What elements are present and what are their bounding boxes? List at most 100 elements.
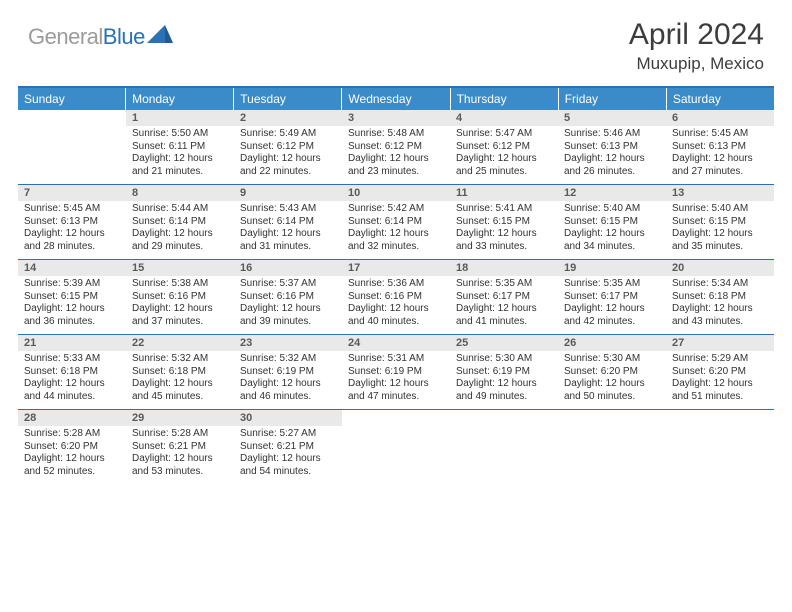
day-info-line: Sunrise: 5:45 AM [672, 128, 768, 141]
day-cell: 16Sunrise: 5:37 AMSunset: 6:16 PMDayligh… [234, 260, 342, 334]
day-info-line: Sunrise: 5:39 AM [24, 278, 120, 291]
day-info: Sunrise: 5:50 AMSunset: 6:11 PMDaylight:… [126, 126, 234, 178]
day-info-line: and 35 minutes. [672, 241, 768, 254]
day-cell: 1Sunrise: 5:50 AMSunset: 6:11 PMDaylight… [126, 110, 234, 184]
day-info-line: Sunrise: 5:33 AM [24, 353, 120, 366]
day-info-line: Daylight: 12 hours [456, 153, 552, 166]
day-info-line: Sunrise: 5:41 AM [456, 203, 552, 216]
day-cell: 29Sunrise: 5:28 AMSunset: 6:21 PMDayligh… [126, 410, 234, 484]
day-info-line: and 40 minutes. [348, 316, 444, 329]
day-number: 20 [666, 260, 774, 276]
day-info-line: and 25 minutes. [456, 166, 552, 179]
day-info-line: Sunrise: 5:50 AM [132, 128, 228, 141]
day-info: Sunrise: 5:49 AMSunset: 6:12 PMDaylight:… [234, 126, 342, 178]
day-number: 16 [234, 260, 342, 276]
day-header: Friday [559, 88, 667, 110]
day-info-line: Sunset: 6:20 PM [564, 366, 660, 379]
day-info-line: Daylight: 12 hours [672, 153, 768, 166]
day-header-row: SundayMondayTuesdayWednesdayThursdayFrid… [18, 88, 774, 110]
day-info-line: Daylight: 12 hours [672, 228, 768, 241]
day-info-line: Sunset: 6:12 PM [456, 141, 552, 154]
day-info-line: Daylight: 12 hours [132, 453, 228, 466]
day-header: Wednesday [342, 88, 450, 110]
day-info-line: Sunset: 6:16 PM [132, 291, 228, 304]
day-info: Sunrise: 5:44 AMSunset: 6:14 PMDaylight:… [126, 201, 234, 253]
day-number: 3 [342, 110, 450, 126]
day-info-line: Sunrise: 5:28 AM [132, 428, 228, 441]
day-header: Monday [126, 88, 234, 110]
day-info: Sunrise: 5:30 AMSunset: 6:20 PMDaylight:… [558, 351, 666, 403]
day-info-line: Daylight: 12 hours [24, 453, 120, 466]
day-cell: 10Sunrise: 5:42 AMSunset: 6:14 PMDayligh… [342, 185, 450, 259]
day-info-line: Sunrise: 5:47 AM [456, 128, 552, 141]
day-info-line: Sunset: 6:15 PM [672, 216, 768, 229]
day-info-line: and 53 minutes. [132, 466, 228, 479]
title-block: April 2024 Muxupip, Mexico [629, 18, 764, 74]
day-info-line: Sunrise: 5:48 AM [348, 128, 444, 141]
day-info: Sunrise: 5:28 AMSunset: 6:20 PMDaylight:… [18, 426, 126, 478]
day-info-line: and 37 minutes. [132, 316, 228, 329]
day-info-line: Sunset: 6:17 PM [456, 291, 552, 304]
day-cell: 18Sunrise: 5:35 AMSunset: 6:17 PMDayligh… [450, 260, 558, 334]
day-info: Sunrise: 5:39 AMSunset: 6:15 PMDaylight:… [18, 276, 126, 328]
day-info-line: Sunset: 6:19 PM [348, 366, 444, 379]
day-number: 12 [558, 185, 666, 201]
day-header: Thursday [451, 88, 559, 110]
day-info-line: and 49 minutes. [456, 391, 552, 404]
day-info-line: and 46 minutes. [240, 391, 336, 404]
day-number: 30 [234, 410, 342, 426]
day-cell: 7Sunrise: 5:45 AMSunset: 6:13 PMDaylight… [18, 185, 126, 259]
day-number: 2 [234, 110, 342, 126]
day-info: Sunrise: 5:45 AMSunset: 6:13 PMDaylight:… [18, 201, 126, 253]
day-info-line: Sunrise: 5:32 AM [132, 353, 228, 366]
day-info: Sunrise: 5:36 AMSunset: 6:16 PMDaylight:… [342, 276, 450, 328]
day-cell: 3Sunrise: 5:48 AMSunset: 6:12 PMDaylight… [342, 110, 450, 184]
day-number: 19 [558, 260, 666, 276]
day-number: 10 [342, 185, 450, 201]
day-info-line: and 22 minutes. [240, 166, 336, 179]
day-info-line: Daylight: 12 hours [24, 228, 120, 241]
day-info-line: Daylight: 12 hours [564, 228, 660, 241]
day-info-line: and 21 minutes. [132, 166, 228, 179]
week-row: 1Sunrise: 5:50 AMSunset: 6:11 PMDaylight… [18, 110, 774, 185]
day-info-line: Sunrise: 5:32 AM [240, 353, 336, 366]
day-number: 5 [558, 110, 666, 126]
day-cell: 22Sunrise: 5:32 AMSunset: 6:18 PMDayligh… [126, 335, 234, 409]
day-info-line: Sunset: 6:20 PM [672, 366, 768, 379]
day-info-line: Sunrise: 5:31 AM [348, 353, 444, 366]
week-row: 21Sunrise: 5:33 AMSunset: 6:18 PMDayligh… [18, 335, 774, 410]
week-row: 14Sunrise: 5:39 AMSunset: 6:15 PMDayligh… [18, 260, 774, 335]
day-cell: 14Sunrise: 5:39 AMSunset: 6:15 PMDayligh… [18, 260, 126, 334]
day-info-line: Daylight: 12 hours [24, 303, 120, 316]
day-info-line: and 26 minutes. [564, 166, 660, 179]
day-info-line: Sunset: 6:18 PM [24, 366, 120, 379]
header: GeneralBlue April 2024 Muxupip, Mexico [0, 0, 792, 82]
day-info-line: and 29 minutes. [132, 241, 228, 254]
day-info-line: Daylight: 12 hours [240, 378, 336, 391]
day-info-line: and 51 minutes. [672, 391, 768, 404]
day-cell: 15Sunrise: 5:38 AMSunset: 6:16 PMDayligh… [126, 260, 234, 334]
day-cell [666, 410, 774, 484]
day-info-line: and 23 minutes. [348, 166, 444, 179]
day-info-line: Sunrise: 5:30 AM [456, 353, 552, 366]
day-cell: 26Sunrise: 5:30 AMSunset: 6:20 PMDayligh… [558, 335, 666, 409]
day-info: Sunrise: 5:31 AMSunset: 6:19 PMDaylight:… [342, 351, 450, 403]
day-cell: 23Sunrise: 5:32 AMSunset: 6:19 PMDayligh… [234, 335, 342, 409]
day-number: 25 [450, 335, 558, 351]
day-info-line: Sunrise: 5:27 AM [240, 428, 336, 441]
day-info-line: Sunrise: 5:37 AM [240, 278, 336, 291]
day-info-line: Sunset: 6:12 PM [240, 141, 336, 154]
day-cell: 27Sunrise: 5:29 AMSunset: 6:20 PMDayligh… [666, 335, 774, 409]
day-info-line: Sunset: 6:19 PM [240, 366, 336, 379]
day-info-line: Sunrise: 5:38 AM [132, 278, 228, 291]
day-info-line: Daylight: 12 hours [348, 228, 444, 241]
day-info-line: Sunset: 6:11 PM [132, 141, 228, 154]
week-row: 28Sunrise: 5:28 AMSunset: 6:20 PMDayligh… [18, 410, 774, 484]
day-info-line: and 33 minutes. [456, 241, 552, 254]
day-info-line: Sunrise: 5:29 AM [672, 353, 768, 366]
day-info-line: and 44 minutes. [24, 391, 120, 404]
day-cell [558, 410, 666, 484]
day-number: 11 [450, 185, 558, 201]
day-cell: 13Sunrise: 5:40 AMSunset: 6:15 PMDayligh… [666, 185, 774, 259]
day-header: Saturday [667, 88, 774, 110]
